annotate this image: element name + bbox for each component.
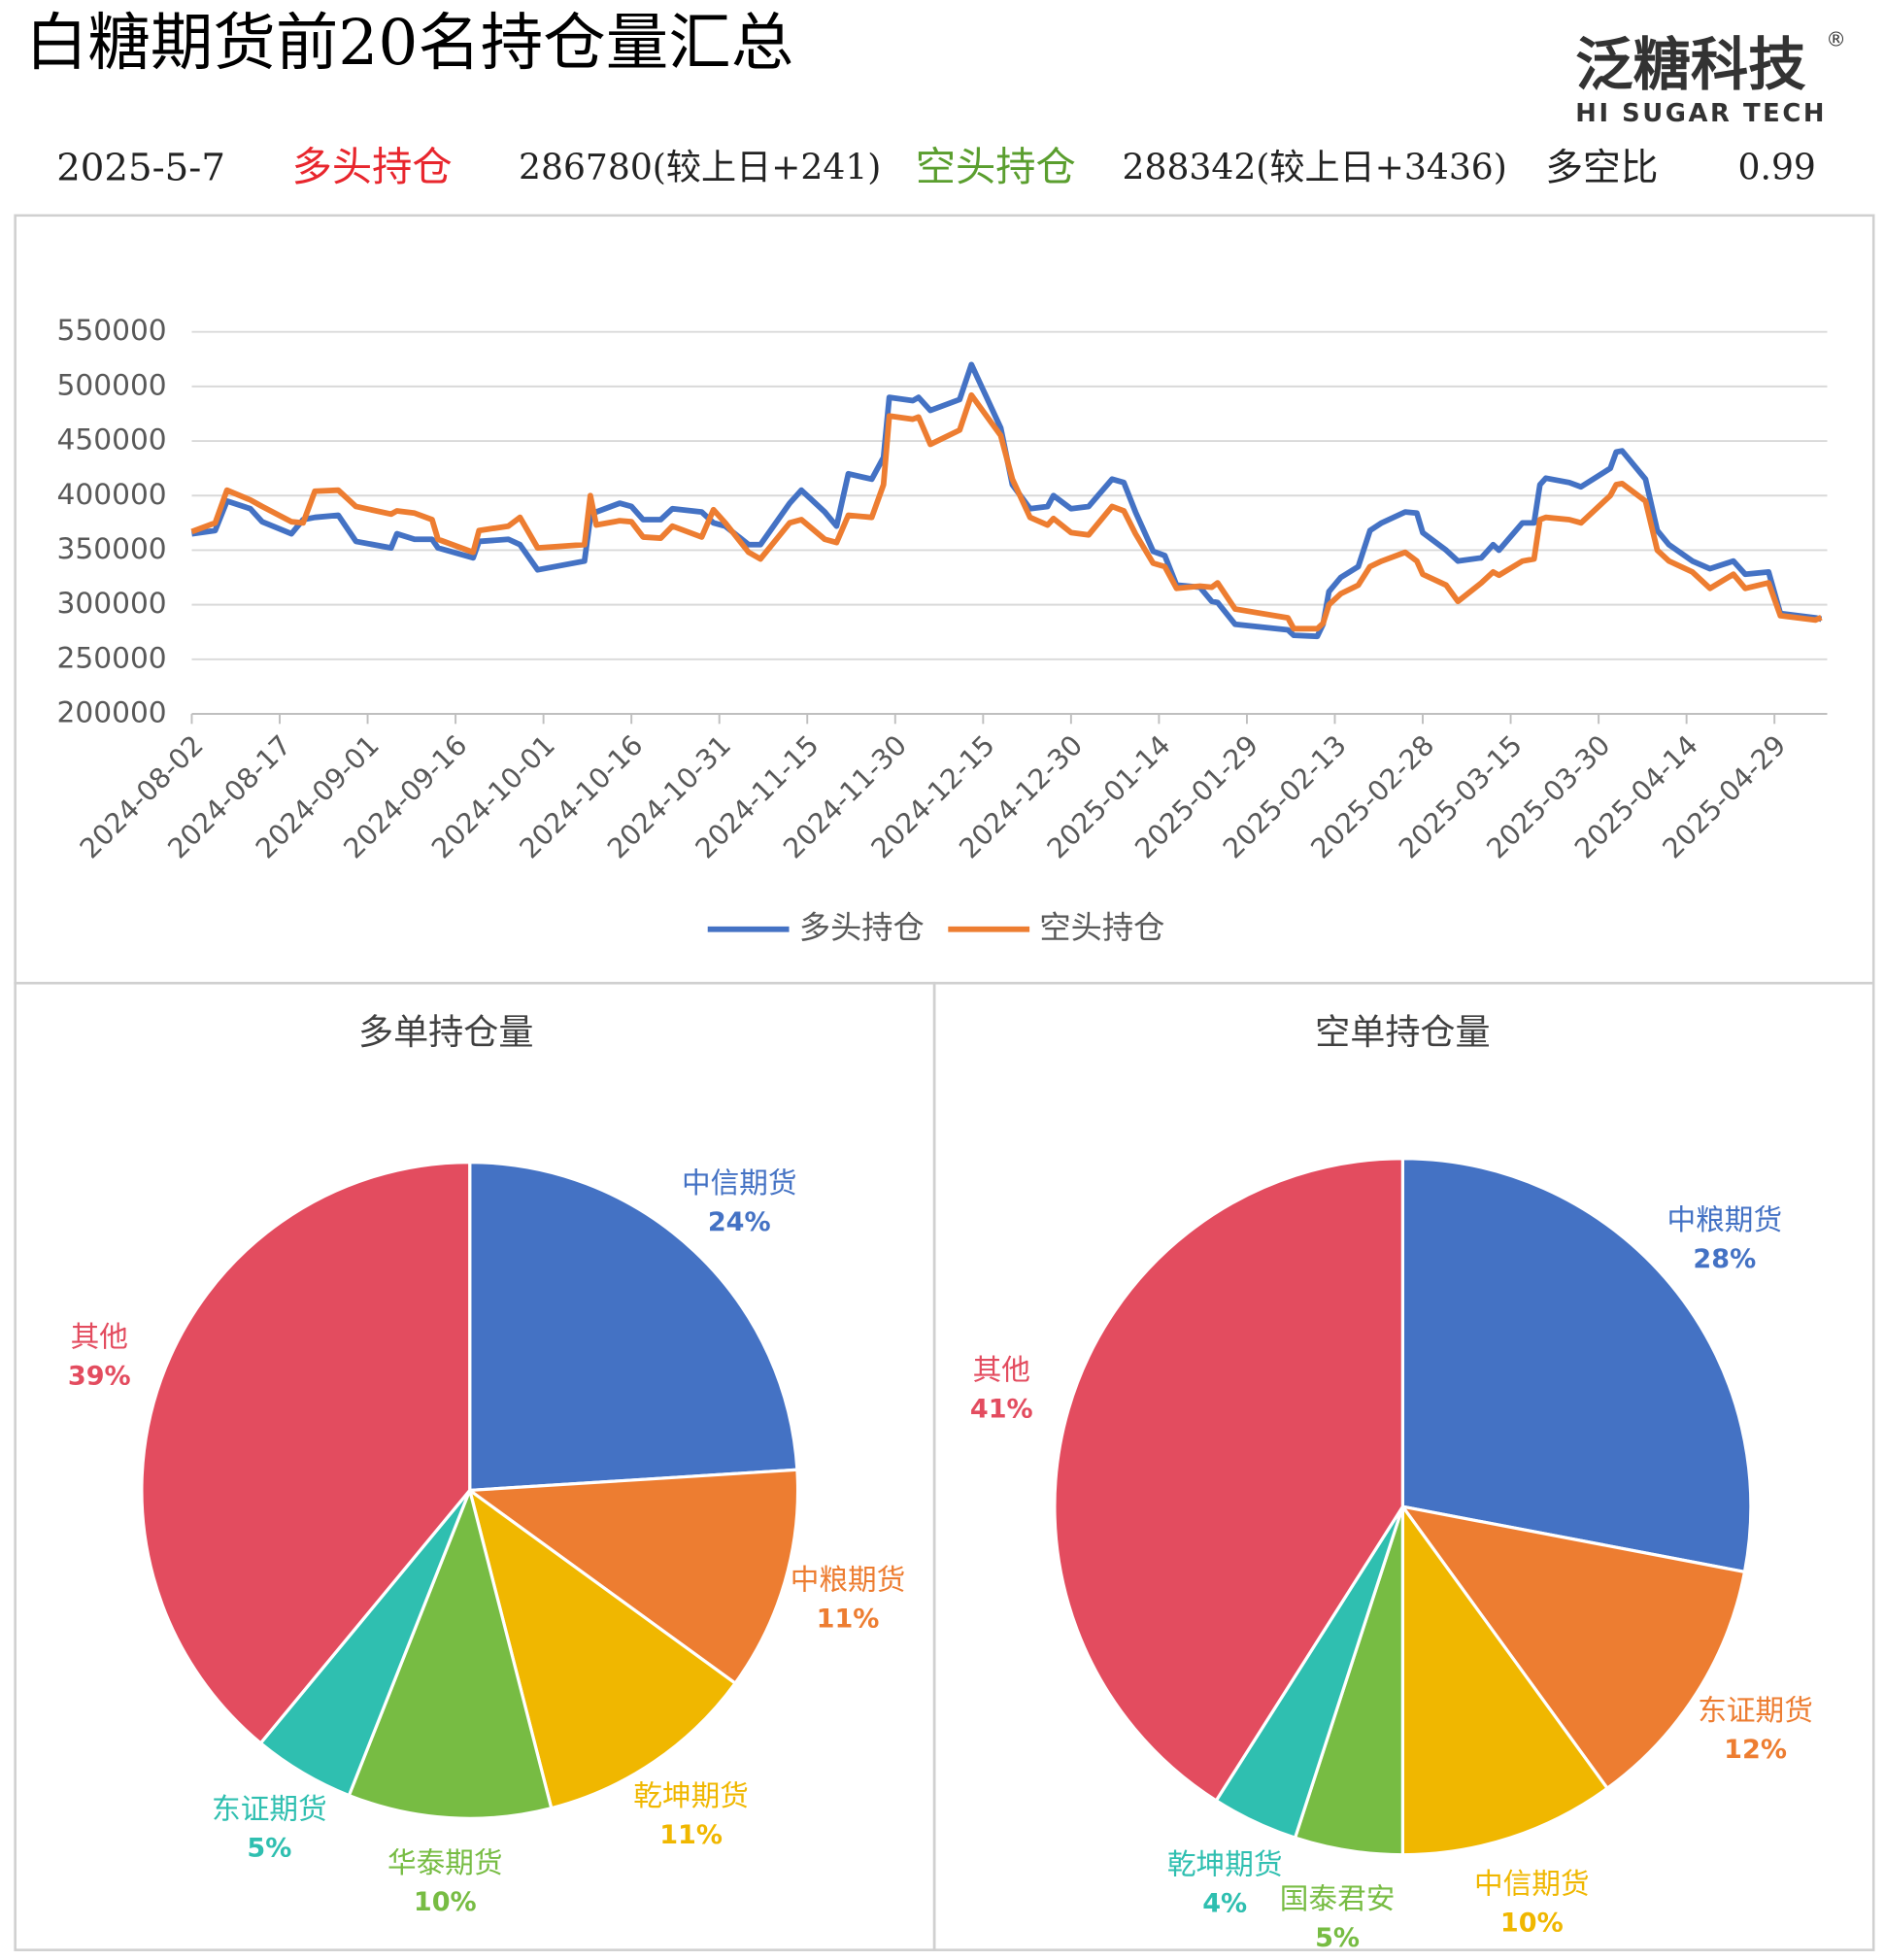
ratio-label: 多空比 xyxy=(1545,146,1658,189)
slice-value: 4% xyxy=(1202,1889,1247,1919)
slice-label: 其他 xyxy=(973,1352,1030,1386)
slice-label: 乾坤期货 xyxy=(633,1778,749,1812)
pie-slice xyxy=(465,1468,800,1686)
slice-value: 39% xyxy=(68,1361,131,1391)
slice-label: 中粮期货 xyxy=(1667,1202,1783,1236)
slice-value: 10% xyxy=(1500,1908,1564,1938)
series-line xyxy=(191,361,1823,640)
logo-sub: HI SUGAR TECH xyxy=(1575,99,1827,128)
logo-mark: ® xyxy=(1826,27,1846,51)
pie-slice xyxy=(1398,1504,1747,1791)
long-label: 多头持仓 xyxy=(292,144,453,190)
series-line xyxy=(190,391,1823,632)
pie-slice xyxy=(467,1486,738,1810)
slice-value: 10% xyxy=(414,1887,477,1917)
short-value: 288342(较上日+3436) xyxy=(1123,146,1507,187)
y-tick-label: 400000 xyxy=(57,477,167,511)
slice-label: 乾坤期货 xyxy=(1167,1847,1283,1881)
title: 白糖期货前20名持仓量汇总 xyxy=(25,7,793,80)
slice-value: 5% xyxy=(247,1834,291,1864)
pie-slice xyxy=(1400,1157,1753,1574)
y-tick-label: 250000 xyxy=(57,640,167,674)
line-frame xyxy=(14,214,1875,985)
pie-slice xyxy=(347,1485,554,1820)
slice-label: 华泰期货 xyxy=(387,1845,503,1879)
pie-slice xyxy=(1053,1157,1404,1804)
logo: 泛糖科技 xyxy=(1575,31,1806,98)
slice-value: 11% xyxy=(659,1820,723,1850)
slice-value: 41% xyxy=(970,1394,1033,1424)
legend-label: 空头持仓 xyxy=(1039,909,1164,946)
y-tick-label: 350000 xyxy=(57,531,167,565)
y-tick-label: 300000 xyxy=(57,586,167,620)
short-label: 空头持仓 xyxy=(916,144,1076,190)
y-tick-label: 450000 xyxy=(57,422,167,456)
y-tick-label: 200000 xyxy=(57,694,167,728)
slice-label: 东证期货 xyxy=(1698,1693,1813,1727)
slice-label: 东证期货 xyxy=(212,1792,327,1826)
slice-label: 其他 xyxy=(71,1319,128,1353)
slice-value: 12% xyxy=(1724,1735,1787,1765)
y-tick-label: 550000 xyxy=(57,313,167,347)
slice-label: 中信期货 xyxy=(1474,1866,1590,1900)
slice-label: 中粮期货 xyxy=(791,1563,906,1597)
pie-slice xyxy=(140,1161,472,1746)
pie-slice xyxy=(1400,1502,1610,1857)
pie-title: 多单持仓量 xyxy=(358,1011,533,1053)
slice-value: 5% xyxy=(1315,1923,1360,1953)
y-tick-label: 500000 xyxy=(57,367,167,401)
legend-label: 多头持仓 xyxy=(799,909,925,946)
ratio-value: 0.99 xyxy=(1738,146,1816,187)
pie-title: 空单持仓量 xyxy=(1315,1011,1490,1053)
slice-value: 28% xyxy=(1693,1244,1756,1274)
slice-label: 国泰君安 xyxy=(1280,1881,1396,1915)
long-value: 286780(较上日+241) xyxy=(519,146,881,187)
slice-value: 24% xyxy=(708,1207,771,1237)
pie-slice xyxy=(468,1161,799,1493)
date: 2025-5-7 xyxy=(56,146,225,189)
slice-value: 11% xyxy=(817,1605,880,1635)
slice-label: 中信期货 xyxy=(682,1166,797,1200)
pie-frame xyxy=(932,981,1875,1951)
